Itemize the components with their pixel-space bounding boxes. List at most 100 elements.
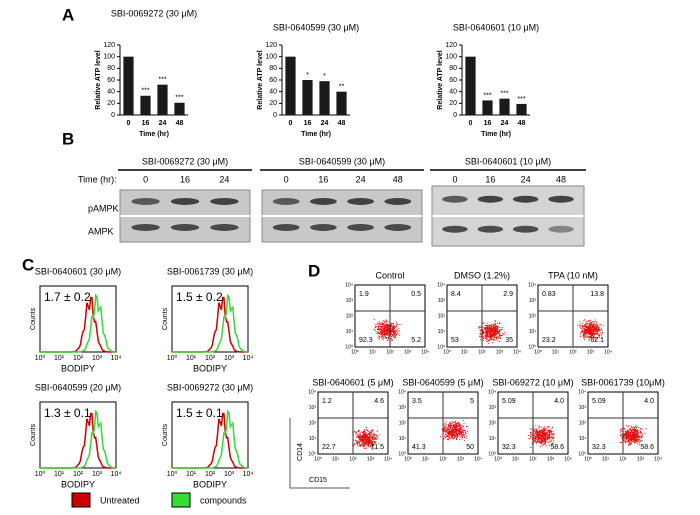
band bbox=[310, 223, 337, 231]
row-label: pAMPK bbox=[88, 203, 119, 213]
band bbox=[477, 195, 504, 203]
lane-label: 0 bbox=[452, 174, 457, 184]
quadrant-value: 5 bbox=[470, 398, 474, 405]
x-tick-label: 10² bbox=[619, 456, 627, 462]
y-tick-label: 120 bbox=[445, 42, 457, 49]
histogram-curve bbox=[40, 409, 117, 469]
dotplot-title: SBI-0640601 (5 μM) bbox=[312, 377, 393, 387]
y-tick-label: 40 bbox=[449, 89, 457, 96]
lane-label: 24 bbox=[219, 174, 229, 184]
quadrant-value: 22.7 bbox=[322, 444, 336, 451]
x-tick-label: 10⁰ bbox=[167, 470, 178, 478]
lane-label: 24 bbox=[356, 174, 366, 184]
y-axis-label: Counts bbox=[30, 423, 37, 446]
quadrant-value: 23.2 bbox=[542, 337, 556, 344]
significance: *** bbox=[517, 96, 525, 103]
band bbox=[384, 197, 412, 205]
y-axis-label: Counts bbox=[162, 423, 169, 446]
y-tick-label: 80 bbox=[269, 65, 277, 72]
band bbox=[272, 197, 300, 205]
quadrant-value: 92.3 bbox=[359, 337, 373, 344]
y-tick-label: 10⁰ bbox=[578, 451, 586, 457]
y-tick-label: 10³ bbox=[489, 405, 497, 411]
x-tick-label: 10³ bbox=[457, 456, 465, 462]
y-axis-label: Counts bbox=[162, 307, 169, 330]
y-axis-label: Relative ATP level bbox=[95, 50, 102, 109]
lane-label: 16 bbox=[318, 174, 328, 184]
significance: *** bbox=[175, 95, 183, 102]
histogram-title: SBI-0069272 (30 μM) bbox=[167, 382, 253, 392]
x-tick-label: 10³ bbox=[637, 456, 645, 462]
chart-title: SBI-0640599 (30 μM) bbox=[273, 22, 359, 32]
x-tick-label: 10² bbox=[439, 456, 447, 462]
events bbox=[478, 320, 506, 344]
x-tick-label: 10¹ bbox=[552, 349, 560, 355]
x-tick-label: 10¹ bbox=[186, 471, 197, 478]
x-tick-label: 10⁴ bbox=[604, 349, 612, 355]
lane-label: 16 bbox=[485, 174, 495, 184]
x-tick-label: 10¹ bbox=[369, 349, 377, 355]
histogram-title: SBI-0640599 (20 μM) bbox=[35, 382, 121, 392]
x-tick-label: 0 bbox=[289, 120, 293, 127]
plot-frame bbox=[39, 285, 117, 353]
legend-swatch bbox=[71, 492, 91, 508]
band bbox=[548, 195, 574, 203]
bar bbox=[482, 100, 493, 115]
bar bbox=[499, 98, 510, 115]
quadrant-value: 35 bbox=[505, 337, 513, 344]
y-tick-label: 10¹ bbox=[579, 436, 587, 442]
time-label: Time (hr): bbox=[78, 174, 117, 184]
x-tick-label: 10³ bbox=[92, 355, 103, 362]
x-axis-label: BODIPY bbox=[61, 363, 95, 373]
ratio: 1.3 ± 0.1 bbox=[44, 406, 91, 420]
y-tick-label: 120 bbox=[265, 42, 277, 49]
x-tick-label: 16 bbox=[304, 120, 312, 127]
x-tick-label: 10¹ bbox=[602, 456, 610, 462]
histogram-title: SBI-0640601 (30 μM) bbox=[35, 266, 121, 276]
significance: *** bbox=[141, 88, 149, 95]
y-tick-label: 60 bbox=[449, 77, 457, 84]
x-axis-label: BODIPY bbox=[61, 479, 95, 489]
x-tick-label: 10⁴ bbox=[243, 471, 254, 478]
x-tick-label: 16 bbox=[484, 120, 492, 127]
band bbox=[131, 197, 160, 205]
events bbox=[577, 319, 604, 342]
x-tick-label: 10¹ bbox=[332, 456, 340, 462]
y-tick-label: 10³ bbox=[438, 298, 446, 304]
x-tick-label: 10³ bbox=[224, 355, 235, 362]
x-tick-label: 10² bbox=[386, 349, 394, 355]
histogram-curve bbox=[172, 293, 249, 353]
bar bbox=[319, 81, 330, 115]
dotplot-title: SBI-069272 (10 μM) bbox=[492, 377, 573, 387]
y-tick-label: 10⁴ bbox=[398, 389, 406, 395]
x-tick-label: 10⁰ bbox=[494, 456, 502, 462]
x-tick-label: 48 bbox=[338, 120, 346, 127]
panel-label: B bbox=[62, 129, 74, 148]
y-axis-label: Counts bbox=[30, 307, 37, 330]
y-tick-label: 40 bbox=[107, 89, 115, 96]
x-tick-label: 10³ bbox=[404, 349, 412, 355]
band bbox=[442, 195, 468, 203]
x-tick-label: 16 bbox=[142, 120, 150, 127]
x-tick-label: 10⁴ bbox=[654, 456, 662, 462]
x-tick-label: 0 bbox=[469, 120, 473, 127]
x-tick-label: 10⁰ bbox=[534, 349, 542, 355]
x-tick-label: 10² bbox=[73, 471, 84, 478]
ratio: 1.7 ± 0.2 bbox=[44, 290, 91, 304]
quadrant-value: 32.3 bbox=[592, 444, 606, 451]
lane-label: 0 bbox=[284, 174, 289, 184]
significance: * bbox=[323, 73, 326, 80]
plot-frame bbox=[171, 285, 249, 353]
ratio: 1.5 ± 0.2 bbox=[176, 290, 223, 304]
x-tick-label: 10² bbox=[569, 349, 577, 355]
y-tick-label: 40 bbox=[269, 89, 277, 96]
chart-title: SBI-0069272 (30 μM) bbox=[111, 8, 197, 18]
quadrant-value: 4.0 bbox=[644, 398, 654, 405]
quadrant-value: 58.6 bbox=[640, 444, 654, 451]
dotplot-title: SBI-0640599 (5 μM) bbox=[402, 377, 483, 387]
x-tick-label: 10² bbox=[73, 355, 84, 362]
x-tick-label: 10¹ bbox=[54, 355, 65, 362]
band bbox=[477, 225, 504, 233]
plot-frame bbox=[39, 401, 117, 469]
dotplot-title: Control bbox=[375, 270, 404, 280]
